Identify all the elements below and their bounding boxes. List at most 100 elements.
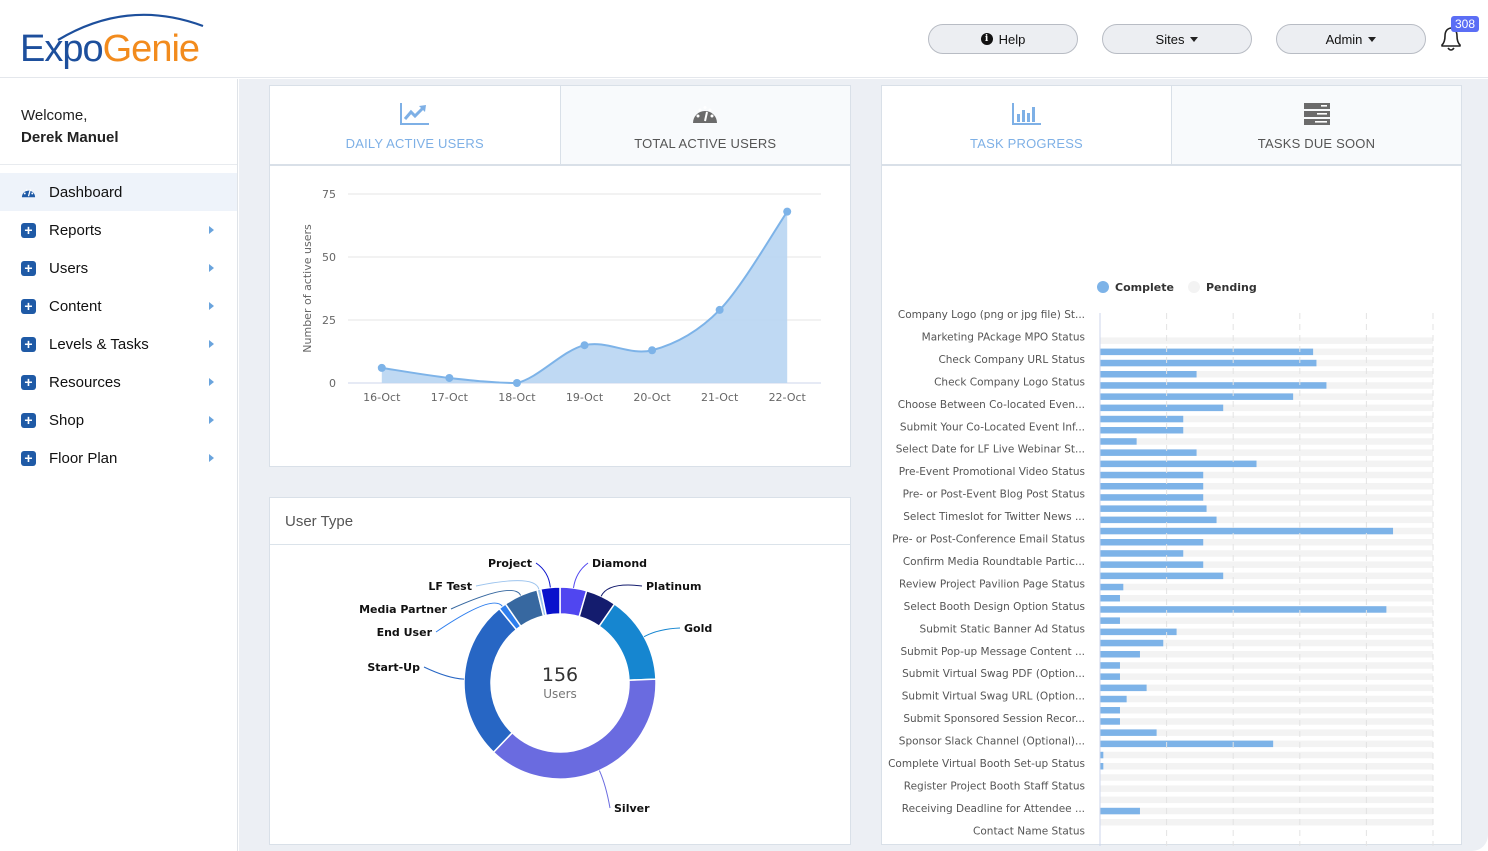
pending-bar	[1100, 718, 1433, 725]
sidebar: Welcome, Derek Manuel Dashboard + Report…	[0, 79, 238, 851]
pending-bar	[1100, 415, 1433, 423]
sidebar-item-resources[interactable]: + Resources	[0, 363, 237, 401]
sidebar-item-label: Levels & Tasks	[49, 335, 149, 353]
complete-bar	[1100, 707, 1120, 714]
plus-square-icon: +	[21, 336, 36, 352]
plus-square-icon: +	[21, 298, 36, 314]
x-tick-label: 20-Oct	[633, 391, 671, 404]
sidebar-item-content[interactable]: + Content	[0, 287, 237, 325]
pending-bar	[1100, 427, 1433, 434]
daily-active-users-card: 0 25 50 75 16-Oct 17-Oct 18-Oct 19-Oct 20-Oct 21-…	[269, 165, 851, 467]
complete-bar	[1100, 550, 1184, 557]
plus-square-icon: +	[21, 260, 36, 276]
sidebar-item-reports[interactable]: + Reports	[0, 211, 237, 249]
complete-bar	[1100, 393, 1294, 400]
area-fill	[381, 211, 788, 383]
chevron-right-icon	[209, 264, 214, 272]
x-tick-label: 19-Oct	[566, 391, 604, 404]
label-connector	[598, 770, 611, 809]
pending-bar	[1100, 516, 1433, 524]
sites-label: Sites	[1155, 31, 1185, 47]
y-tick-label: 75	[322, 188, 336, 201]
data-point	[512, 379, 521, 387]
pending-bar	[1100, 774, 1433, 781]
card-title: User Type	[285, 513, 354, 530]
pending-bar	[1100, 438, 1433, 445]
card-divider	[270, 544, 850, 545]
category-label: Submit Virtual Swag PDF (Option...	[902, 668, 1085, 680]
pending-bar	[1100, 449, 1433, 456]
data-point	[715, 305, 724, 314]
sidebar-item-label: Shop	[49, 411, 85, 429]
pending-bar	[1100, 483, 1433, 490]
complete-bar	[1100, 561, 1204, 568]
label-connector	[450, 589, 522, 610]
task-progress-card: CompletePending0%20%40%60%80%100%Company…	[881, 165, 1462, 851]
data-point	[377, 363, 386, 372]
sites-dropdown[interactable]: Sites	[1102, 24, 1252, 54]
complete-bar	[1100, 471, 1204, 479]
help-label: Help	[998, 31, 1026, 47]
slice-label: Start-Up	[367, 661, 420, 674]
label-connector	[643, 627, 681, 638]
help-button[interactable]: i Help	[928, 24, 1078, 54]
tab-daily-active-users[interactable]: DAILY ACTIVE USERS	[270, 86, 560, 164]
dashboard-gauge-icon	[21, 188, 36, 197]
category-label: Submit Virtual Swag URL (Option...	[902, 691, 1085, 703]
tab-tasks-due-soon[interactable]: TASKS DUE SOON	[1171, 86, 1461, 164]
tab-task-progress[interactable]: TASK PROGRESS	[882, 86, 1171, 164]
daily-active-users-chart: 0 25 50 75 16-Oct 17-Oct 18-Oct 19-Oct 20-Oct 21-…	[301, 188, 821, 404]
sidebar-item-floor-plan[interactable]: + Floor Plan	[0, 439, 237, 477]
plus-square-icon: +	[21, 374, 36, 390]
pending-bar	[1100, 628, 1433, 636]
expogenie-logo[interactable]: ExpoGenie	[18, 4, 228, 74]
slice-label: Media Partner	[359, 603, 447, 616]
slice-label: Silver	[614, 802, 650, 815]
bar-chart-icon	[1011, 103, 1041, 125]
pending-bar	[1100, 404, 1433, 412]
pending-bar	[1100, 460, 1433, 468]
caret-down-icon	[1190, 36, 1199, 42]
gauge-icon	[693, 106, 718, 123]
donut-slice	[463, 607, 518, 754]
sidebar-item-label: Reports	[49, 221, 102, 239]
complete-bar	[1100, 371, 1197, 378]
pending-bar	[1100, 695, 1433, 703]
sidebar-item-dashboard[interactable]: Dashboard	[0, 173, 237, 211]
category-label: Choose Between Co-located Even...	[898, 399, 1085, 411]
chevron-right-icon	[209, 454, 214, 462]
tab-total-active-users[interactable]: TOTAL ACTIVE USERS	[559, 86, 850, 164]
sidebar-item-shop[interactable]: + Shop	[0, 401, 237, 439]
plus-square-icon: +	[21, 412, 36, 428]
complete-bar	[1100, 617, 1120, 624]
caret-down-icon	[1368, 36, 1377, 42]
admin-dropdown[interactable]: Admin	[1276, 24, 1426, 54]
x-tick-label: 22-Oct	[769, 391, 807, 404]
user-name: Derek Manuel	[21, 129, 119, 146]
complete-bar	[1100, 583, 1124, 591]
logo-text-expo: Expo	[20, 28, 104, 70]
sidebar-item-label: Dashboard	[49, 183, 123, 201]
legend-pending-label: Pending	[1206, 281, 1257, 294]
legend-pending-marker	[1188, 281, 1200, 293]
legend-complete-label: Complete	[1115, 281, 1174, 294]
pending-bar	[1100, 651, 1433, 658]
pending-bar	[1100, 550, 1433, 557]
sidebar-item-levels-tasks[interactable]: + Levels & Tasks	[0, 325, 237, 363]
legend-complete-marker	[1097, 281, 1109, 293]
slice-label: Platinum	[646, 580, 701, 593]
task-progress-chart: CompletePending0%20%40%60%80%100%Company…	[888, 281, 1434, 851]
pending-bar	[1100, 471, 1433, 479]
welcome-block: Welcome, Derek Manuel	[21, 105, 119, 149]
sidebar-item-users[interactable]: + Users	[0, 249, 237, 287]
label-connector	[535, 562, 551, 588]
complete-bar	[1100, 427, 1184, 434]
server-list-icon	[1303, 103, 1330, 125]
tab-label: TASK PROGRESS	[970, 136, 1083, 151]
complete-bar	[1100, 449, 1197, 456]
main-content: DAILY ACTIVE USERS TOTAL ACTIVE USERS 0 2…	[239, 79, 1488, 851]
complete-bar	[1100, 673, 1120, 680]
category-label: Company Logo (png or jpg file) St...	[898, 309, 1085, 321]
category-label: Pre-Event Promotional Video Status	[899, 466, 1085, 478]
pending-bar	[1100, 785, 1433, 792]
